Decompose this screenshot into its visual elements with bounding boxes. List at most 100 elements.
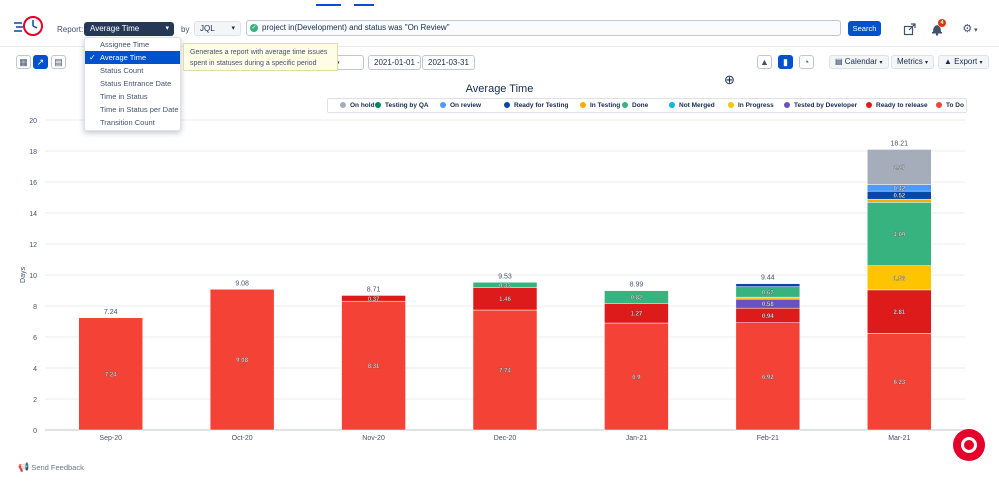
report-menu-item-label: Time in Status per Date	[100, 105, 179, 114]
legend-item[interactable]: In Testing	[580, 102, 620, 110]
x-tick-label: Jan-21	[626, 435, 648, 442]
send-feedback-label: Send Feedback	[31, 463, 84, 472]
report-menu-item-label: Status Entrance Date	[100, 79, 172, 88]
x-tick-label: Dec-20	[494, 435, 517, 442]
share-icon[interactable]	[903, 22, 917, 36]
notifications-bell-icon[interactable]: 4	[930, 19, 946, 36]
x-tick-label: Feb-21	[757, 435, 779, 442]
jql-input[interactable]: ✓ project in(Development) and status was…	[246, 20, 841, 36]
chart-legend: On hold Testing by QA On review Ready for T…	[327, 98, 967, 113]
report-menu-item-label: Time in Status	[100, 92, 148, 101]
checkmark-icon: ✓	[89, 53, 96, 62]
legend-item[interactable]: On hold	[340, 102, 375, 110]
bar-total-label: 18.21	[891, 140, 909, 147]
y-axis-label: Days	[20, 267, 27, 283]
pie-chart-icon[interactable]: ◔	[799, 55, 814, 69]
legend-item[interactable]: Not Merged	[669, 102, 715, 110]
bar-segment-label: 0.82	[631, 296, 643, 302]
x-tick-label: Mar-21	[888, 435, 910, 442]
bar-segment-label: 0.33	[499, 283, 511, 289]
bar-segment-label: 2.27	[893, 166, 905, 172]
report-menu-item[interactable]: Time in Status	[85, 90, 180, 103]
legend-item[interactable]: Testing by QA	[375, 102, 429, 110]
legend-item[interactable]: Tested by Developer	[784, 102, 857, 110]
legend-label: To Do	[946, 102, 964, 109]
top-nav-strip	[0, 0, 999, 6]
export-button[interactable]: ▲ Export ▾	[938, 55, 989, 69]
chart-view-icon[interactable]: ↗	[33, 55, 48, 69]
tooltip-line-2: spent in statuses during a specific peri…	[190, 60, 317, 67]
y-tick-label: 20	[29, 118, 37, 125]
legend-label: Testing by QA	[385, 102, 429, 109]
legend-item[interactable]: To Do	[936, 102, 964, 110]
date-separator: -	[417, 58, 420, 67]
bar-segment-label: 1.46	[499, 297, 511, 303]
report-description-tooltip: Generates a report with average time iss…	[183, 43, 338, 71]
bar-segment-label: 1.56	[893, 276, 905, 282]
report-menu-item[interactable]: Status Entrance Date	[85, 77, 180, 90]
settings-gear-icon[interactable]: ⚙ ▾	[962, 23, 978, 35]
report-menu-item[interactable]: ✓ Average Time	[85, 51, 180, 64]
report-type-menu: Assignee Time ✓ Average Time Status Count St…	[84, 37, 181, 131]
calendar-button[interactable]: ▤ Calendar ▾	[829, 55, 889, 69]
legend-item[interactable]: In Progress	[728, 102, 774, 110]
metrics-button[interactable]: Metrics ▾	[891, 55, 935, 69]
tab-indicator	[354, 4, 374, 6]
y-tick-label: 2	[33, 397, 37, 404]
bar-segment-label: 4.09	[893, 233, 905, 239]
help-chat-icon[interactable]	[953, 429, 985, 461]
date-from-input[interactable]: 2021-01-01	[368, 55, 421, 70]
report-menu-item[interactable]: Status Count	[85, 64, 180, 77]
bar-segment-label: 0.52	[893, 194, 905, 200]
bar-segment-label: 0.42	[893, 186, 905, 192]
date-to-input[interactable]: 2021-03-31	[422, 55, 475, 70]
legend-color-dot	[340, 102, 346, 108]
by-select-value: JQL	[200, 24, 215, 33]
report-menu-item-label: Transition Count	[100, 118, 155, 127]
megaphone-icon: 📢	[18, 462, 30, 472]
chevron-down-icon: ▾	[165, 25, 169, 32]
legend-color-dot	[784, 102, 790, 108]
search-button[interactable]: Search	[848, 21, 881, 36]
legend-color-dot	[866, 102, 872, 108]
by-label: by	[181, 25, 190, 34]
bar-segment-label: 0.67	[762, 290, 774, 296]
header-divider	[0, 46, 999, 47]
export-label: Export	[954, 57, 978, 66]
table-view-icon[interactable]: ▤	[51, 55, 66, 69]
bar-segment-label: 0.37	[368, 297, 380, 303]
send-feedback-link[interactable]: 📢 Send Feedback	[18, 462, 84, 473]
legend-item[interactable]: Done	[622, 102, 648, 110]
y-tick-label: 8	[33, 304, 37, 311]
legend-item[interactable]: On review	[440, 102, 481, 110]
y-tick-label: 18	[29, 149, 37, 156]
app-logo-icon[interactable]	[12, 14, 46, 38]
legend-color-dot	[936, 102, 942, 108]
metrics-label: Metrics	[897, 57, 923, 66]
legend-item[interactable]: Ready to release	[866, 102, 928, 110]
report-menu-item[interactable]: Time in Status per Date	[85, 103, 180, 116]
legend-color-dot	[669, 102, 675, 108]
report-menu-item-label: Average Time	[100, 53, 147, 62]
legend-label: On hold	[350, 102, 375, 109]
y-tick-label: 4	[33, 366, 37, 373]
bar-total-label: 7.24	[104, 309, 118, 316]
bar-total-label: 8.71	[367, 286, 381, 293]
legend-item[interactable]: Ready for Testing	[504, 102, 568, 110]
report-menu-item-label: Status Count	[100, 66, 144, 75]
zoom-in-icon[interactable]: ⊕	[724, 72, 735, 87]
report-menu-item[interactable]: Transition Count	[85, 116, 180, 129]
bar-total-label: 9.53	[498, 273, 512, 280]
legend-label: In Testing	[590, 102, 621, 109]
bar-chart-icon[interactable]: ▮	[778, 55, 793, 69]
bar-segment	[78, 317, 143, 431]
report-select-value: Average Time	[90, 24, 140, 33]
valid-check-icon: ✓	[250, 24, 258, 32]
chart-title: Average Time	[465, 83, 534, 95]
by-select[interactable]: JQL ▾	[194, 21, 241, 36]
report-menu-item[interactable]: Assignee Time	[85, 38, 180, 51]
report-label: Report:	[57, 25, 84, 34]
report-select[interactable]: Average Time ▾	[84, 22, 174, 36]
grid-view-icon[interactable]: ▦	[16, 55, 31, 69]
area-chart-icon[interactable]: ▲	[757, 55, 772, 69]
